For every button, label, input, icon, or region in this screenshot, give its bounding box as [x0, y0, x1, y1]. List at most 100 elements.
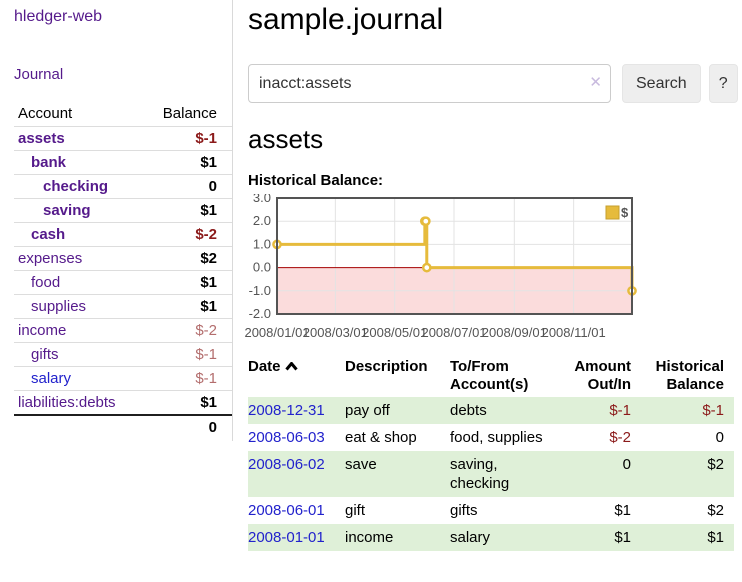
accounts-table-header: Account Balance — [14, 102, 232, 126]
svg-text:0.0: 0.0 — [253, 260, 271, 275]
search-button[interactable]: Search — [622, 64, 701, 103]
accounts-table: Account Balance assets $-1 bank $1 check… — [14, 102, 232, 439]
account-link-supplies[interactable]: supplies — [31, 297, 87, 315]
sidebar: hledger-web Journal Account Balance asse… — [0, 0, 233, 441]
x-axis-tick-label: 2008/03/01 — [302, 325, 368, 340]
account-link-expenses[interactable]: expenses — [18, 249, 83, 267]
account-balance: $-1 — [143, 341, 232, 366]
description-column-header: Description — [345, 358, 428, 375]
account-link-assets[interactable]: assets — [18, 129, 65, 147]
account-balance: $1 — [143, 149, 232, 174]
x-axis-tick-label: 2008/09/01 — [481, 325, 547, 340]
account-link-saving[interactable]: saving — [43, 201, 91, 219]
account-link-salary[interactable]: salary — [31, 369, 72, 387]
x-axis-tick-label: 2008/11/01 — [541, 325, 606, 340]
transaction-accounts: saving, checking — [450, 456, 510, 492]
transaction-balance: 0 — [715, 429, 724, 446]
accounts-column-header: To/From Account(s) — [450, 358, 529, 393]
svg-text:-2.0: -2.0 — [249, 306, 271, 320]
historical-balance-chart: 3.0 2.0 1.0 0.0 -1.0 -2.0 $ 2008/01/01 2008/03/… — [244, 190, 742, 342]
clear-search-icon[interactable]: ✕ — [589, 74, 602, 91]
x-axis-labels: 2008/01/01 2008/03/01 2008/05/01 2008/07/01… — [244, 325, 742, 342]
transaction-date-link[interactable]: 2008-06-03 — [248, 429, 325, 446]
transaction-balance: $2 — [707, 502, 724, 519]
account-balance: $2 — [143, 245, 232, 270]
transaction-date-link[interactable]: 2008-06-02 — [248, 456, 325, 473]
svg-text:$: $ — [621, 205, 629, 220]
x-axis-tick-label: 2008/01/01 — [244, 325, 310, 340]
amount-column-header: Amount Out/In — [574, 358, 631, 393]
main-content: sample.journal ✕ Search ? assets Histori… — [244, 0, 742, 551]
transaction-amount: $1 — [614, 529, 631, 546]
svg-text:1.0: 1.0 — [253, 236, 271, 251]
account-link-checking[interactable]: checking — [43, 177, 109, 195]
transaction-accounts: gifts — [450, 502, 478, 519]
search-input-wrap: ✕ — [248, 64, 611, 103]
account-balance: $1 — [143, 293, 232, 318]
account-row: gifts $-1 — [14, 341, 232, 366]
balance-column-header: Historical Balance — [655, 358, 724, 393]
account-balance: $-2 — [143, 317, 232, 342]
account-column-header: Account — [18, 105, 73, 123]
register-table: Date Description To/From Account(s) Amou… — [248, 356, 734, 551]
account-link-gifts[interactable]: gifts — [31, 345, 59, 363]
date-column-header[interactable]: Date — [248, 356, 345, 397]
account-balance: $-1 — [143, 125, 232, 150]
account-balance: $-1 — [143, 365, 232, 390]
transaction-description: save — [345, 456, 377, 473]
transaction-description: eat & shop — [345, 429, 417, 446]
account-row: food $1 — [14, 269, 232, 294]
svg-text:-1.0: -1.0 — [249, 283, 271, 298]
account-balance: $1 — [143, 269, 232, 294]
account-balance: $1 — [143, 389, 232, 415]
transaction-amount: 0 — [622, 456, 631, 473]
x-axis-tick-label: 2008/07/01 — [421, 325, 487, 340]
account-link-bank[interactable]: bank — [31, 153, 67, 171]
help-button[interactable]: ? — [708, 64, 738, 103]
balance-column-header: Balance — [162, 105, 217, 123]
accounts-total-row: 0 — [14, 413, 232, 439]
transaction-accounts: debts — [450, 402, 487, 419]
chart-canvas: 3.0 2.0 1.0 0.0 -1.0 -2.0 $ — [249, 190, 637, 321]
account-link-liabilities-debts[interactable]: liabilities:debts — [18, 393, 116, 411]
register-row: 2008-06-03 eat & shop food, supplies $-2… — [248, 424, 734, 451]
transaction-description: income — [345, 529, 394, 546]
sidebar-item-journal[interactable]: Journal — [14, 66, 64, 83]
chart-title: Historical Balance: — [248, 172, 384, 189]
page-title: sample.journal — [248, 3, 444, 36]
account-row: checking 0 — [14, 173, 232, 198]
transaction-date-link[interactable]: 2008-06-01 — [248, 502, 325, 519]
x-axis-tick-label: 2008/05/01 — [362, 325, 428, 340]
account-link-cash[interactable]: cash — [31, 225, 66, 243]
account-row: liabilities:debts $1 — [14, 389, 232, 415]
account-row: salary $-1 — [14, 365, 232, 390]
register-row: 2008-06-01 gift gifts $1 $2 — [248, 497, 734, 524]
svg-text:2.0: 2.0 — [253, 213, 271, 228]
account-row: saving $1 — [14, 197, 232, 222]
accounts-total: 0 — [143, 413, 232, 439]
transaction-accounts: salary — [450, 529, 491, 546]
app-brand-link[interactable]: hledger-web — [14, 8, 103, 25]
account-balance: $1 — [143, 197, 232, 222]
transaction-description: gift — [345, 502, 366, 519]
transaction-description: pay off — [345, 402, 390, 419]
transaction-date-link[interactable]: 2008-12-31 — [248, 402, 325, 419]
account-link-income[interactable]: income — [18, 321, 67, 339]
transaction-amount: $-1 — [609, 402, 631, 419]
account-row: expenses $2 — [14, 245, 232, 270]
account-row: assets $-1 — [14, 125, 232, 150]
register-row: 2008-06-02 save saving, checking 0 $2 — [248, 451, 734, 497]
transaction-accounts: food, supplies — [450, 429, 543, 446]
register-header-row: Date Description To/From Account(s) Amou… — [248, 356, 734, 397]
account-heading: assets — [248, 124, 324, 154]
sort-asc-icon — [284, 358, 298, 376]
transaction-date-link[interactable]: 2008-01-01 — [248, 529, 325, 546]
transaction-balance: $2 — [707, 456, 724, 473]
account-balance: $-2 — [143, 221, 232, 246]
search-input[interactable] — [248, 64, 611, 103]
account-row: income $-2 — [14, 317, 232, 342]
account-row: cash $-2 — [14, 221, 232, 246]
transaction-amount: $1 — [614, 502, 631, 519]
account-link-food[interactable]: food — [31, 273, 61, 291]
svg-text:3.0: 3.0 — [253, 194, 271, 205]
